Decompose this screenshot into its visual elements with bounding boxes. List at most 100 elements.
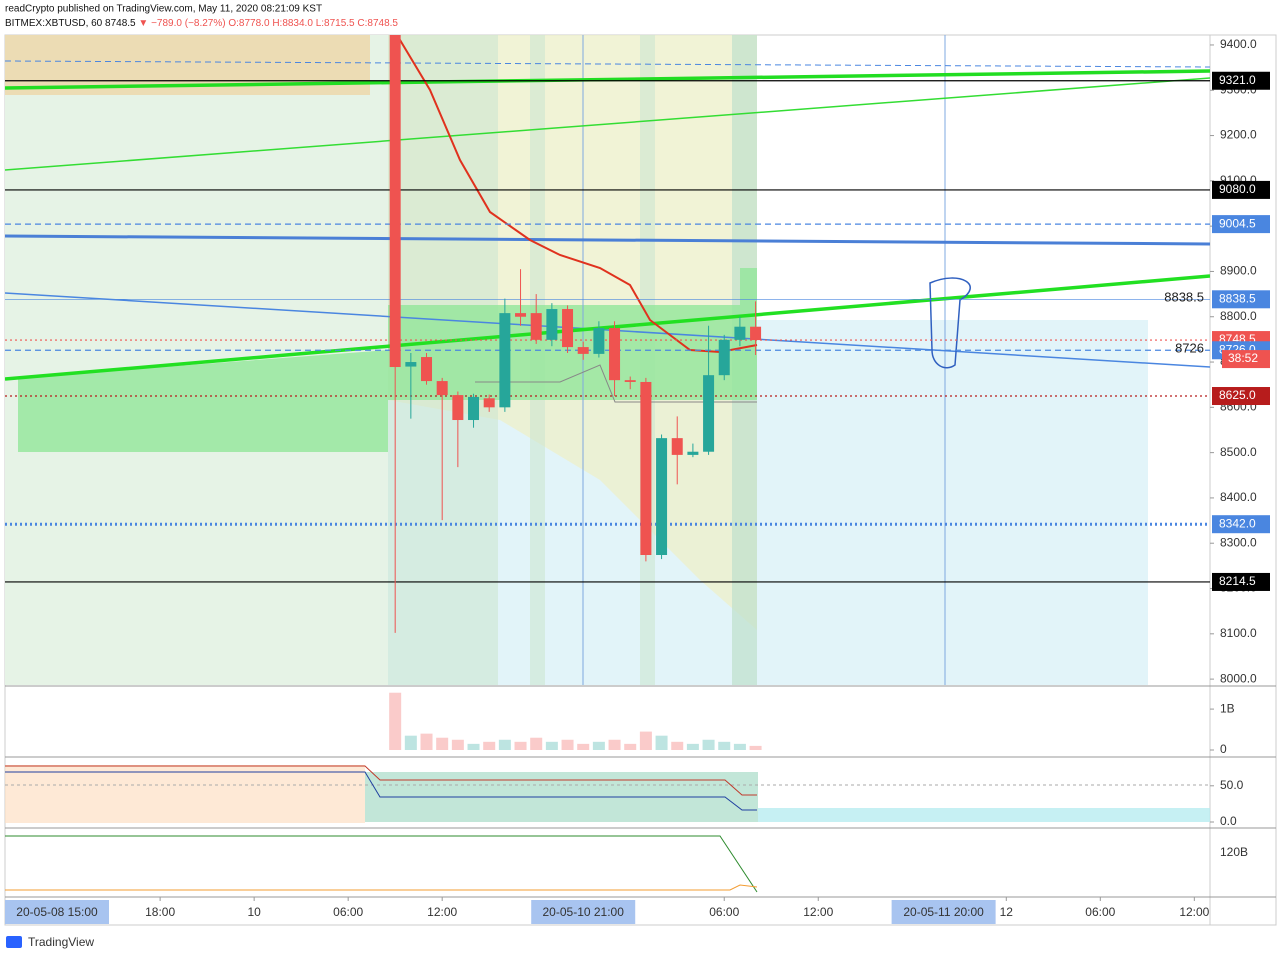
volume-bar [467, 743, 480, 750]
publisher: readCrypto published on TradingView.com,… [5, 4, 322, 15]
price-label-box [1212, 71, 1270, 90]
candle-body [687, 451, 699, 455]
x-tick-label: 12 [1000, 905, 1014, 919]
volume-bar [498, 739, 511, 750]
x-highlight [5, 900, 109, 924]
volume-bar [718, 741, 731, 750]
osc-line [5, 771, 757, 811]
volume-bar [561, 739, 574, 750]
candle-body [609, 328, 621, 381]
candle-body [405, 362, 417, 367]
countdown-box [1222, 350, 1270, 369]
footer: TradingView [28, 935, 94, 949]
price-label-box [1212, 290, 1270, 309]
volume-tick-label: 1B [1220, 701, 1235, 715]
x-highlight [531, 900, 636, 924]
volume-bar [624, 743, 637, 750]
price-label: 8214.5 [1219, 574, 1256, 588]
price-label: 9321.0 [1219, 73, 1256, 87]
volume-bar [530, 737, 543, 750]
osc-line [5, 765, 757, 796]
zone [5, 765, 365, 823]
indicator-line [475, 364, 757, 403]
price-label-box [1212, 387, 1270, 406]
candle-body [499, 313, 511, 408]
volume-bar [655, 735, 668, 750]
y-tick-label: 8300.0 [1220, 535, 1257, 549]
trend-line [5, 234, 1210, 246]
trend-line [5, 274, 1210, 381]
volume-bar [639, 731, 652, 750]
trend-line [5, 77, 1210, 171]
x-highlight-label: 20-05-11 20:00 [903, 905, 984, 919]
y-tick-label: 8500.0 [1220, 445, 1257, 459]
dashed-line [5, 60, 1210, 68]
price-label: 8625.0 [1219, 388, 1256, 402]
y-tick-label: 8800.0 [1220, 309, 1257, 323]
x-tick-label: 12:00 [427, 905, 457, 919]
candle-body [750, 326, 762, 341]
x-tick-label: 18:00 [145, 905, 175, 919]
volume-bar [420, 733, 433, 750]
volume-bar [749, 745, 762, 750]
volume-bar [686, 743, 699, 750]
change: −789.0 (−8.27%) [151, 18, 226, 29]
y-tick-label: 8100.0 [1220, 626, 1257, 640]
candle-body [703, 375, 715, 452]
volume-tick-label: 0 [1220, 742, 1227, 756]
volume-bar [451, 739, 464, 750]
bottom-line [5, 835, 758, 893]
volume-bar [592, 741, 605, 750]
bottom-tick-label: 120B [1220, 845, 1248, 859]
price-label-box [1212, 515, 1270, 534]
osc-tick-label: 0.0 [1220, 814, 1237, 828]
volume-bar [404, 735, 417, 750]
volume-bar [389, 692, 402, 750]
close: C:8748.5 [357, 18, 398, 29]
candle-body [734, 326, 746, 340]
symbol: BITMEX:XBTUSD, 60 [5, 18, 103, 29]
x-tick-label: 12:00 [803, 905, 833, 919]
last: 8748.5 [105, 18, 136, 29]
candle-body [593, 328, 605, 354]
high: H:8834.0 [272, 18, 313, 29]
price-label: 9004.5 [1219, 216, 1256, 230]
y-tick-label: 9400.0 [1220, 37, 1257, 51]
candle-body [671, 438, 683, 455]
candle-body [515, 313, 527, 317]
arrow: ▼ [138, 18, 148, 29]
x-highlight-label: 20-05-10 21:00 [543, 905, 625, 919]
volume-bar [671, 741, 684, 750]
volume-bar [733, 743, 746, 750]
volume-bar [514, 741, 527, 750]
price-label: 8838.5 [1219, 291, 1256, 305]
zone [758, 808, 1210, 822]
candle-body [562, 309, 574, 348]
open: O:8778.0 [228, 18, 270, 29]
candle-body [530, 313, 542, 340]
candle-body [389, 35, 401, 368]
trend-line [5, 292, 1210, 368]
x-tick-label: 12:00 [1179, 905, 1209, 919]
price-label-box [1212, 215, 1270, 234]
annotation: 8726 [1175, 341, 1204, 356]
logo [6, 936, 22, 948]
trend-line [5, 69, 1210, 90]
y-tick-label: 8000.0 [1220, 671, 1257, 685]
price-label: 8342.0 [1219, 516, 1256, 530]
x-tick-label: 06:00 [1085, 905, 1115, 919]
candle-body [640, 381, 652, 555]
price-label-box [1212, 572, 1270, 591]
main-pane [5, 35, 1210, 633]
osc-tick-label: 50.0 [1220, 778, 1244, 792]
price-label-box [1212, 180, 1270, 199]
volume-bar [436, 737, 449, 750]
x-tick-label: 10 [247, 905, 261, 919]
candle-body [656, 438, 668, 555]
candle-body [624, 380, 636, 382]
freehand [929, 277, 971, 369]
volume-bar [483, 741, 496, 750]
volume-bar [577, 743, 590, 750]
volume-bar [545, 741, 558, 750]
candle-body [452, 395, 464, 421]
